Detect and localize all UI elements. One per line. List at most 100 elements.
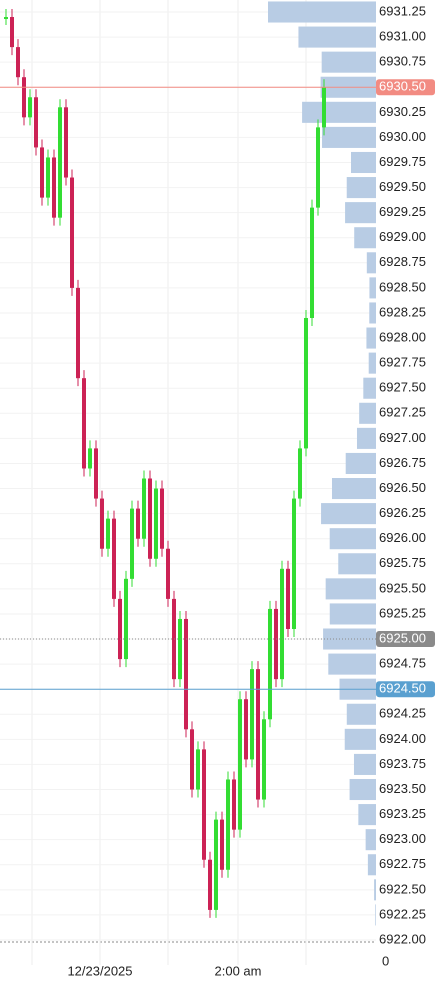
candle-body [4,17,8,20]
profile-bar [351,151,376,174]
price-marker [376,681,435,698]
candle-body [142,478,146,539]
y-tick-label: 6924.75 [379,656,426,671]
candle-body [268,608,272,720]
y-tick-label: 6929.50 [379,179,426,194]
candle-body [220,819,224,870]
y-tick-label: 6925.75 [379,555,426,570]
candle-body [166,548,170,599]
profile-bar [375,904,376,926]
profile-bar [349,778,376,801]
candle-body [58,107,62,218]
candle-body [178,618,182,680]
candle-body [16,47,20,78]
candle-body [130,508,134,579]
price-marker-label: 6924.50 [379,681,426,696]
profile-bar [369,277,376,299]
candle-body [310,207,314,318]
candle-body [154,488,158,559]
y-tick-label: 6922.50 [379,881,426,896]
candle-body [34,97,38,148]
price-marker [376,79,435,96]
candle-body [196,749,200,790]
candle-body [262,719,266,800]
candle-body [298,448,302,499]
profile-bar [328,653,376,675]
x-tick-label: 12/23/2025 [67,963,132,978]
candle-body [280,568,284,680]
y-tick-label: 6926.25 [379,505,426,520]
candle-body [238,699,242,830]
y-tick-label: 6927.25 [379,405,426,420]
candle-body [22,77,26,118]
price-marker [376,631,435,648]
profile-bar [359,402,376,424]
candle-body [88,448,92,469]
profile-bar [322,126,376,148]
candle-body [76,287,80,379]
candle-body [40,147,44,198]
candle-body [112,518,116,599]
y-tick-label: 6923.50 [379,781,426,796]
candle-body [316,127,320,208]
profile-bar [345,452,376,474]
candle-body [202,749,206,860]
y-tick-label: 6925.50 [379,580,426,595]
candle-body [208,859,212,910]
candle-body [214,819,218,910]
profile-bar [367,854,376,876]
candle-body [124,578,128,660]
y-tick-label: 6929.75 [379,154,426,169]
y-tick-label: 6923.25 [379,806,426,821]
y-tick-label: 6930.00 [379,129,426,144]
profile-bar [331,478,376,500]
price-marker-label: 6930.50 [379,79,426,94]
y-tick-label: 6928.00 [379,329,426,344]
candle-body [46,157,50,198]
profile-bar [363,377,376,399]
candle-body [292,498,296,629]
candle-body [274,608,278,680]
profile-bar [268,1,376,23]
candle-body [232,779,236,830]
profile-bar [366,252,376,274]
candle-body [64,107,68,178]
y-tick-label: 6930.75 [379,54,426,69]
profile-bar [368,352,376,374]
profile-bar [329,603,376,625]
y-tick-label: 6926.50 [379,480,426,495]
candle-body [148,478,152,559]
profile-bar [346,177,376,199]
candle-body [184,618,188,730]
y-tick-label: 6927.50 [379,380,426,395]
profile-bar [302,101,376,123]
candle-body [118,598,122,660]
y-tick-label: 6924.00 [379,731,426,746]
profile-bar [329,528,376,550]
candle-body [52,157,56,218]
candle-body [244,699,248,760]
y-tick-label: 6922.25 [379,906,426,921]
profile-bar [344,728,376,750]
y-tick-label: 6925.25 [379,605,426,620]
profile-bar [338,553,376,575]
candle-body [10,17,14,48]
candle-body [304,317,308,449]
profile-bar [365,829,376,851]
y-tick-label: 6930.25 [379,104,426,119]
y-tick-label: 6927.75 [379,355,426,370]
candle-body [94,448,98,499]
y-tick-label: 6928.25 [379,304,426,319]
profile-bar [353,753,376,775]
y-tick-label: 6928.75 [379,254,426,269]
profile-bar [346,703,376,725]
candle-body [70,177,74,288]
profile-bar [323,628,376,650]
y-tick-label: 6926.75 [379,455,426,470]
vertical-grid [31,0,307,965]
candle-body [322,87,326,128]
volume-axis-label: 0 [382,953,389,968]
profile-bar [374,879,376,901]
y-tick-label: 6922.75 [379,856,426,871]
